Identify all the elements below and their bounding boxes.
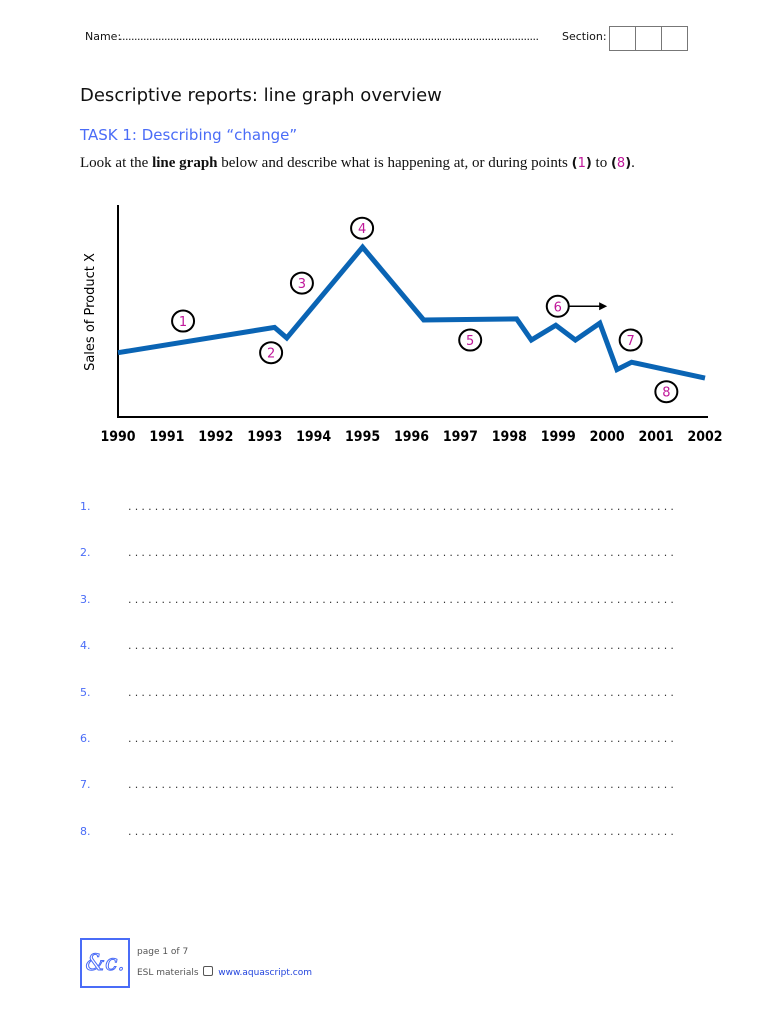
section-label: Section: (562, 30, 607, 43)
answer-number: 4. (80, 639, 91, 653)
annotation-8: 8 (654, 380, 679, 404)
annotation-label: 8 (662, 386, 670, 401)
series-line (117, 243, 706, 381)
annotation-label: 4 (358, 222, 366, 237)
answer-line[interactable]: ........................................… (128, 732, 678, 745)
x-tick-label: 1997 (443, 429, 478, 445)
answer-line[interactable]: ........................................… (128, 639, 678, 653)
logo: &c. (80, 938, 130, 988)
task-heading: TASK 1: Describing “change” (80, 126, 298, 144)
annotation-circle (171, 309, 196, 333)
x-tick-label: 2001 (639, 429, 674, 445)
x-tick-label: 1993 (247, 429, 282, 445)
arrow-head-right (599, 302, 608, 311)
x-tick-labels: 1990 1991 1992 1993 1994 1995 1996 1997 1998 1999… (100, 429, 722, 445)
logo-text: &c. (85, 950, 125, 976)
annotation-label: 6 (554, 300, 562, 315)
instr-text: . (631, 155, 635, 171)
esl-label: ESL materials (137, 968, 199, 978)
annotation-label: 1 (179, 315, 187, 330)
answer-line[interactable]: ........................................… (128, 500, 678, 513)
answer-number: 3. (80, 592, 91, 606)
instr-text: below and describe what is happening at,… (217, 155, 572, 171)
answer-number: 5. (80, 685, 91, 699)
footer-credit: ESL materials www.aquascript.com (137, 966, 312, 978)
annotation-circle (350, 216, 375, 240)
x-tick-label: 1998 (492, 429, 527, 445)
page-number: page 1 of 7 (137, 947, 189, 957)
annotation-label: 5 (466, 334, 474, 349)
x-tick-label: 1994 (296, 429, 331, 445)
website-link[interactable]: www.aquascript.com (218, 968, 313, 978)
point-ref-1: 1 (577, 156, 586, 171)
section-box[interactable] (661, 26, 688, 51)
x-tick-label: 1991 (149, 429, 184, 445)
annotation-label: 3 (298, 277, 306, 292)
annotation-circle (654, 380, 679, 404)
answer-line[interactable]: ........................................… (128, 778, 678, 792)
point-ref-8: 8 (616, 156, 626, 171)
name-label: Name: (85, 30, 122, 43)
answer-line[interactable]: ........................................… (128, 592, 678, 606)
annotation-1: 1 (171, 309, 196, 333)
section-boxes (609, 26, 688, 51)
x-tick-label: 2000 (590, 429, 625, 445)
x-tick-label: 2002 (687, 429, 722, 445)
annotation-6: 6 (545, 294, 608, 318)
annotation-circle (545, 294, 570, 318)
annotation-5: 5 (458, 328, 483, 352)
answer-number: 2. (80, 546, 91, 560)
answer-number: 1. (80, 500, 91, 513)
y-axis-label: Sales of Product X (83, 253, 98, 371)
instructions: Look at the line graph below and describ… (80, 155, 635, 172)
x-tick-label: 1999 (541, 429, 576, 445)
instr-bold: line graph (152, 155, 218, 171)
answer-number: 8. (80, 824, 91, 838)
instr-text: Look at the (80, 155, 153, 171)
series (117, 243, 706, 381)
x-tick-label: 1996 (394, 429, 429, 445)
paren: ( (610, 156, 617, 171)
name-field[interactable]: ........................................… (119, 30, 539, 43)
line-chart: Sales of Product X 1990 1991 1992 1993 1994 1… (83, 205, 723, 445)
answer-line[interactable]: ........................................… (128, 685, 678, 699)
page-title: Descriptive reports: line graph overview (80, 85, 442, 106)
annotation-circle (618, 328, 643, 352)
paren: ) (585, 156, 592, 171)
x-tick-label: 1992 (198, 429, 233, 445)
annotation-label: 2 (267, 347, 275, 362)
annotation-circle (458, 328, 483, 352)
annotations: 1 2 3 4 5 6 7 8 (171, 216, 679, 404)
paren: ( (571, 156, 578, 171)
answer-line[interactable]: ........................................… (128, 824, 678, 838)
annotation-circle (289, 271, 314, 295)
annotation-label: 7 (627, 334, 635, 349)
x-tick-label: 1990 (100, 429, 135, 445)
paren: ) (625, 156, 632, 171)
answer-line[interactable]: ........................................… (128, 546, 678, 560)
annotation-circle (259, 341, 284, 365)
annotation-3: 3 (289, 271, 314, 295)
x-tick-label: 1995 (345, 429, 380, 445)
annotation-2: 2 (259, 341, 284, 365)
instr-text: to (591, 155, 611, 171)
answer-number: 7. (80, 778, 91, 792)
answer-number: 6. (80, 732, 91, 745)
annotation-4: 4 (350, 216, 375, 240)
camera-icon (203, 966, 214, 976)
annotation-7: 7 (618, 328, 643, 352)
